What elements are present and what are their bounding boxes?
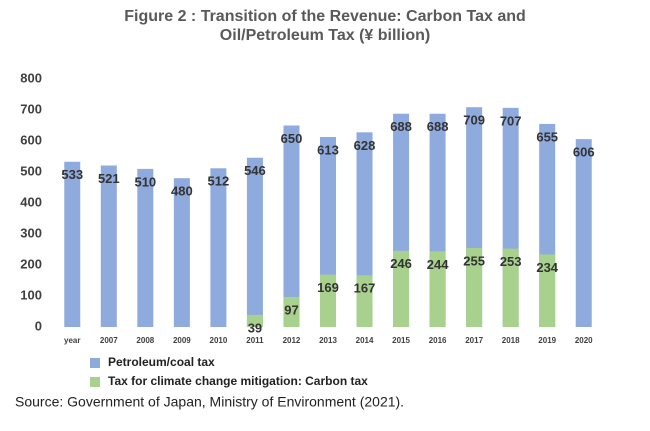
y-tick-label: 500 (20, 163, 42, 178)
x-tick-label: 2016 (429, 336, 447, 345)
x-tick-label: 2017 (465, 336, 483, 345)
chart-title: Figure 2 : Transition of the Revenue: Ca… (124, 8, 526, 25)
bar (502, 248, 519, 327)
x-tick-label: 2010 (210, 336, 228, 345)
bar (283, 296, 300, 327)
legend-label: Petroleum/coal tax (108, 355, 215, 369)
value-label: 255 (463, 253, 485, 268)
value-label: 512 (208, 174, 230, 189)
value-label: 533 (61, 167, 83, 182)
bar (539, 254, 556, 327)
value-label: 253 (500, 254, 522, 269)
bar (246, 157, 263, 327)
value-label: 39 (248, 320, 262, 335)
x-tick-label: 2009 (173, 336, 191, 345)
value-label: 606 (573, 145, 595, 160)
legend-swatch (90, 358, 100, 368)
bar (283, 125, 300, 327)
bar (575, 139, 592, 327)
bar (320, 274, 336, 327)
y-tick-label: 600 (20, 132, 42, 147)
bar (393, 250, 410, 327)
source: Source: Government of Japan, Ministry of… (15, 394, 404, 410)
value-label: 246 (390, 256, 412, 271)
value-label: 688 (390, 119, 412, 134)
legend-swatch (90, 377, 100, 387)
value-label: 688 (427, 119, 449, 134)
value-label: 97 (284, 302, 298, 317)
chart-subtitle: Oil/Petroleum Tax (¥ billion) (220, 27, 430, 44)
bar (356, 275, 373, 327)
value-label: 480 (171, 184, 193, 199)
value-label: 234 (536, 260, 558, 275)
bar (173, 178, 190, 327)
value-label: 167 (354, 281, 376, 296)
value-label: 613 (317, 142, 339, 157)
value-label: 546 (244, 163, 266, 178)
value-label: 169 (317, 280, 339, 295)
x-tick-label: 2013 (319, 336, 337, 345)
x-tick-label: 2020 (575, 336, 593, 345)
y-tick-label: 300 (20, 225, 42, 240)
bar (210, 168, 227, 327)
value-label: 707 (500, 113, 522, 128)
value-label: 521 (98, 171, 120, 186)
value-label: 628 (354, 138, 376, 153)
x-tick-label: 2011 (246, 336, 264, 345)
value-label: 244 (427, 257, 449, 272)
bar (64, 161, 81, 327)
x-tick-label: 2015 (392, 336, 410, 345)
x-tick-label: 2008 (136, 336, 154, 345)
value-label: 655 (536, 129, 558, 144)
bar (137, 168, 154, 327)
value-label: 510 (134, 174, 156, 189)
y-tick-label: 700 (20, 101, 42, 116)
x-tick-label: year (64, 336, 80, 345)
bar (100, 165, 117, 327)
x-tick-label: 2014 (356, 336, 374, 345)
x-tick-label: 2018 (502, 336, 520, 345)
bar (466, 247, 483, 327)
y-tick-label: 100 (20, 287, 42, 302)
y-tick-label: 800 (20, 70, 42, 85)
bar (246, 314, 263, 327)
x-tick-label: 2012 (283, 336, 301, 345)
value-label: 650 (281, 131, 303, 146)
y-tick-label: 200 (20, 256, 42, 271)
value-label: 709 (463, 113, 485, 128)
y-tick-label: 400 (20, 194, 42, 209)
x-tick-label: 2019 (538, 336, 556, 345)
bar (429, 251, 446, 327)
y-tick-label: 0 (35, 318, 42, 333)
legend-label: Tax for climate change mitigation: Carbo… (108, 374, 368, 388)
x-tick-label: 2007 (100, 336, 118, 345)
